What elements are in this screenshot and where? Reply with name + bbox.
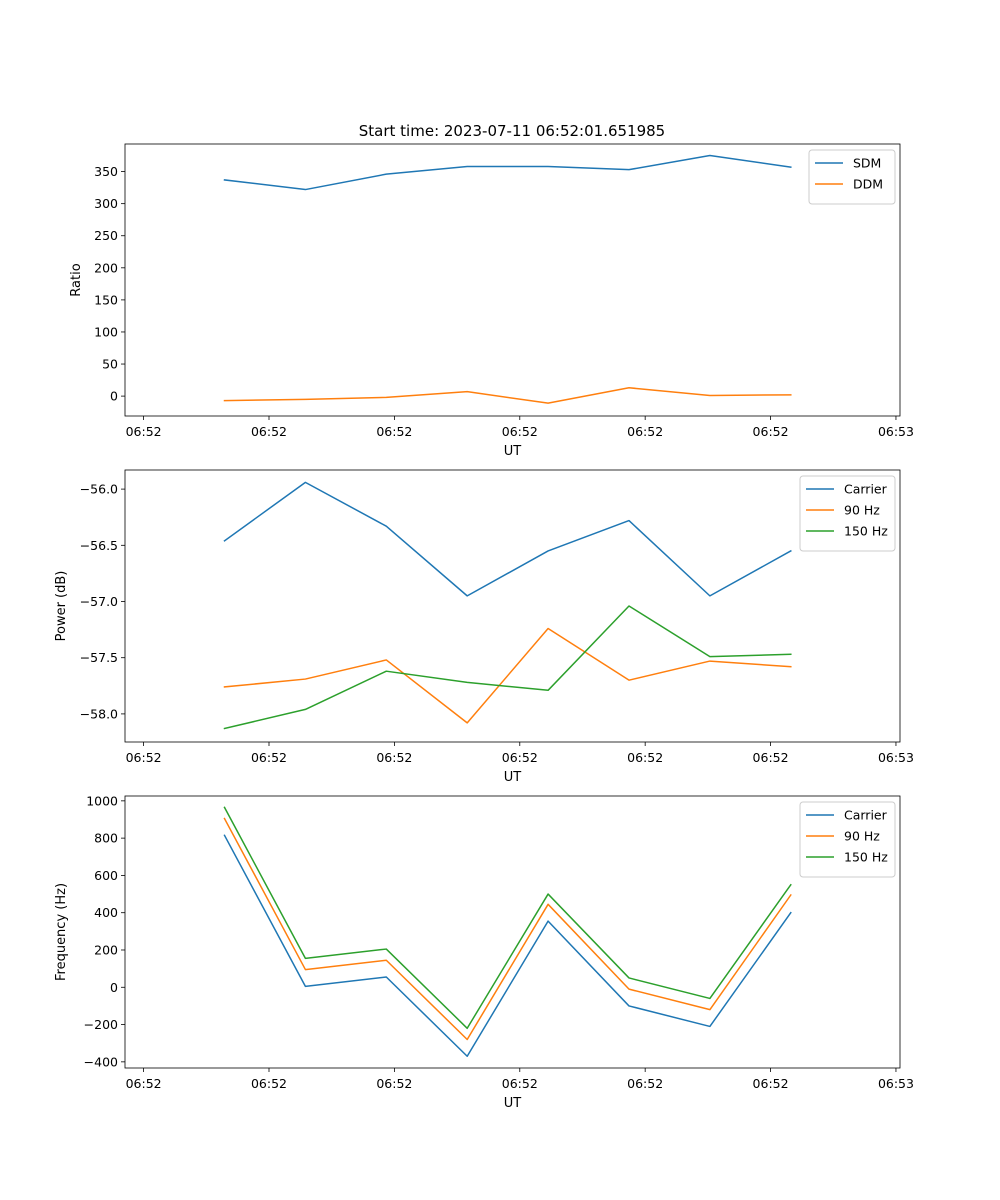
x-tick-label: 06:52 xyxy=(251,1076,287,1091)
y-tick-label: −200 xyxy=(84,1017,118,1032)
y-tick-label: 200 xyxy=(94,942,118,957)
legend-label: DDM xyxy=(853,177,883,192)
axes-frame xyxy=(124,469,901,743)
x-tick-label: 06:52 xyxy=(251,424,287,439)
charts-container: 06:52 06:52 06:52 06:52 06:52 06:52 06:53 0 50 10… xyxy=(54,143,914,1111)
x-tick-label: 06:53 xyxy=(878,424,914,439)
axes-frame xyxy=(124,143,901,417)
y-tick-label: 1000 xyxy=(86,793,118,808)
series-line-ddm xyxy=(223,387,792,404)
series-line-150-hz xyxy=(223,806,792,1030)
legend-box xyxy=(799,475,896,552)
legend: Carrier 90 Hz 150 Hz xyxy=(799,801,896,878)
series-line-90-hz xyxy=(223,627,792,724)
y-tick-label: −57.5 xyxy=(80,650,118,665)
series-line-150-hz xyxy=(223,605,792,730)
legend-label: 90 Hz xyxy=(844,503,880,518)
subplot-ratio: 06:52 06:52 06:52 06:52 06:52 06:52 06:53 0 50 10… xyxy=(69,143,914,459)
series-line-carrier xyxy=(223,481,792,597)
y-tick-label: 150 xyxy=(94,292,118,307)
x-tick-label: 06:52 xyxy=(126,1076,162,1091)
x-tick-label: 06:52 xyxy=(126,750,162,765)
legend-label: 150 Hz xyxy=(844,524,888,539)
y-tick-label: 0 xyxy=(110,980,118,995)
x-tick-label: 06:52 xyxy=(627,1076,663,1091)
x-tick-label: 06:53 xyxy=(878,1076,914,1091)
legend-label: Carrier xyxy=(844,482,888,497)
x-axis-label: UT xyxy=(504,770,522,785)
x-axis-label: UT xyxy=(504,444,522,459)
series-line-90-hz xyxy=(223,817,792,1041)
legend: Carrier 90 Hz 150 Hz xyxy=(799,475,896,552)
y-tick-label: −400 xyxy=(84,1054,118,1069)
legend: SDM DDM xyxy=(808,149,896,205)
x-tick-label: 06:53 xyxy=(878,750,914,765)
y-tick-label: −56.5 xyxy=(80,538,118,553)
x-tick-label: 06:52 xyxy=(126,424,162,439)
x-tick-label: 06:52 xyxy=(376,1076,412,1091)
y-tick-label: 50 xyxy=(102,357,118,372)
x-axis-label: UT xyxy=(504,1096,522,1111)
x-tick-label: 06:52 xyxy=(376,424,412,439)
x-tick-label: 06:52 xyxy=(627,424,663,439)
series-line-carrier xyxy=(223,834,792,1057)
legend-label: 90 Hz xyxy=(844,829,880,844)
subplot-power: 06:52 06:52 06:52 06:52 06:52 06:52 06:53 −58.0… xyxy=(54,469,914,785)
y-axis-label: Power (dB) xyxy=(54,571,69,642)
legend-label: SDM xyxy=(853,156,881,171)
x-tick-label: 06:52 xyxy=(753,424,789,439)
series-line-sdm xyxy=(223,154,792,191)
y-axis-label: Ratio xyxy=(69,263,84,296)
y-tick-label: −58.0 xyxy=(80,706,118,721)
x-tick-label: 06:52 xyxy=(753,750,789,765)
y-tick-label: 800 xyxy=(94,831,118,846)
y-tick-label: 200 xyxy=(94,260,118,275)
figure-title: Start time: 2023-07-11 06:52:01.651985 xyxy=(359,122,665,140)
legend-label: Carrier xyxy=(844,808,888,823)
legend-label: 150 Hz xyxy=(844,850,888,865)
y-tick-label: 0 xyxy=(110,389,118,404)
x-tick-label: 06:52 xyxy=(251,750,287,765)
x-tick-label: 06:52 xyxy=(502,1076,538,1091)
y-tick-label: 350 xyxy=(94,164,118,179)
y-tick-label: 100 xyxy=(94,324,118,339)
x-tick-label: 06:52 xyxy=(753,1076,789,1091)
y-tick-label: 600 xyxy=(94,868,118,883)
legend-box xyxy=(799,801,896,878)
y-tick-label: 300 xyxy=(94,196,118,211)
y-tick-label: 400 xyxy=(94,905,118,920)
y-tick-label: 250 xyxy=(94,228,118,243)
subplot-frequency: 06:52 06:52 06:52 06:52 06:52 06:52 06:53 −400 −… xyxy=(54,793,914,1111)
x-tick-label: 06:52 xyxy=(502,750,538,765)
y-tick-label: −56.0 xyxy=(80,482,118,497)
y-axis-label: Frequency (Hz) xyxy=(54,883,69,981)
x-tick-label: 06:52 xyxy=(502,424,538,439)
y-tick-label: −57.0 xyxy=(80,594,118,609)
x-tick-label: 06:52 xyxy=(627,750,663,765)
x-tick-label: 06:52 xyxy=(376,750,412,765)
axes-frame xyxy=(124,795,901,1069)
